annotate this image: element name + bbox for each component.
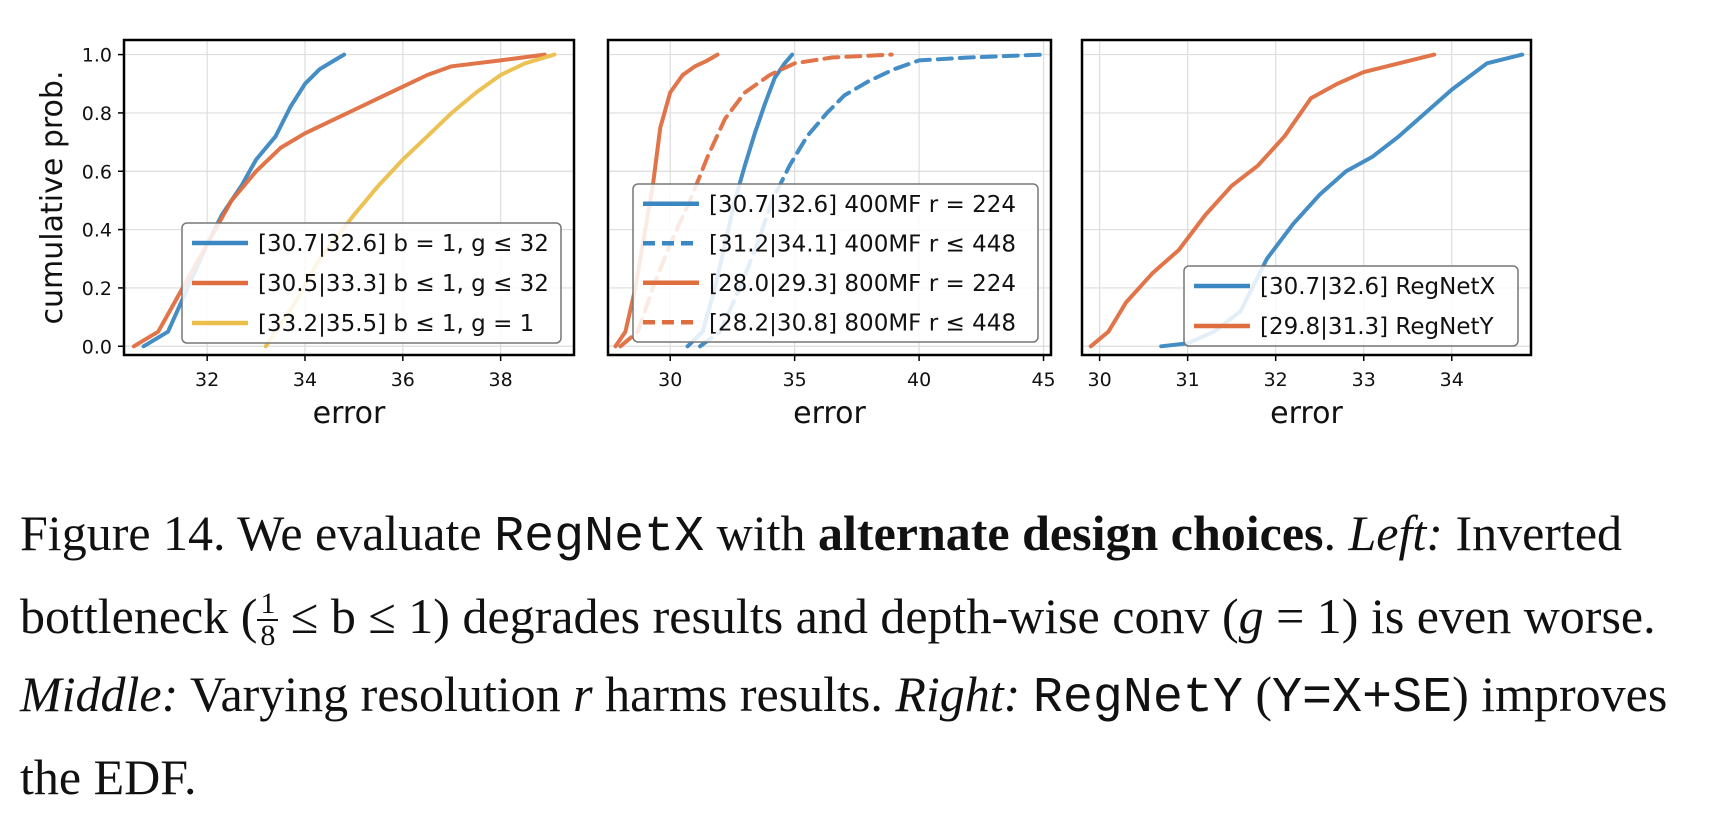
x-tick-label: 36 <box>391 369 415 391</box>
legend-label: [31.2|34.1] 400MF r ≤ 448 <box>709 231 1016 257</box>
legend-label: [29.8|31.3] RegNetY <box>1260 314 1494 340</box>
chart-panel-1: [30.7|32.6] b = 1, g ≤ 32 [30.5|33.3] b ≤… <box>35 38 576 431</box>
caption-frac-num: 1 <box>257 589 279 621</box>
caption-bold: alternate design choices <box>818 505 1324 561</box>
x-tick-label: 32 <box>1264 369 1288 391</box>
x-tick-label: 32 <box>195 369 219 391</box>
chart-panel-3: [30.7|32.6] RegNetX [29.8|31.3] RegNetY 30… <box>1080 38 1533 431</box>
y-tick-label: 0.2 <box>82 278 112 300</box>
x-tick-label: 33 <box>1352 369 1376 391</box>
caption-left-math-2: g <box>1238 588 1264 644</box>
caption-with: with <box>704 505 819 561</box>
plot-frame <box>606 38 1053 357</box>
legend: [30.7|32.6] 400MF r = 224 [31.2|34.1] 400… <box>632 183 1039 343</box>
caption-frac-den: 8 <box>260 619 276 652</box>
x-tick-label: 34 <box>1440 369 1464 391</box>
caption-regnetx: RegNetX <box>494 509 705 566</box>
x-tick-label: 30 <box>658 369 682 391</box>
caption-left-math: ≤ b ≤ 1 <box>278 588 434 644</box>
plot-frame <box>1080 38 1533 357</box>
y-tick-label: 1.0 <box>82 45 112 67</box>
figure-caption: Figure 14. We evaluate RegNetX with alte… <box>20 494 1720 816</box>
legend-label: [33.2|35.5] b ≤ 1, g = 1 <box>258 311 534 337</box>
x-tick-label: 31 <box>1176 369 1200 391</box>
x-tick-label: 34 <box>293 369 317 391</box>
caption-intro: We evaluate <box>225 505 495 561</box>
legend-label: [30.7|32.6] RegNetX <box>1260 274 1495 300</box>
x-tick-label: 45 <box>1031 369 1055 391</box>
legend: [30.7|32.6] b = 1, g ≤ 32 [30.5|33.3] b ≤… <box>181 222 562 344</box>
series-line-2 <box>1088 52 1437 349</box>
legend-box <box>632 183 1039 343</box>
series-line-4 <box>618 52 894 349</box>
caption-left-text-2: ) degrades results and depth-wise conv ( <box>433 588 1239 644</box>
caption-period: . <box>1323 505 1337 561</box>
legend-box <box>181 222 562 344</box>
chart-panel-2: [30.7|32.6] 400MF r = 224 [31.2|34.1] 400… <box>606 38 1056 431</box>
y-tick-label: 0.8 <box>82 103 112 125</box>
legend-label: [30.7|32.6] 400MF r = 224 <box>709 192 1016 218</box>
caption-figure-label: Figure 14. <box>20 505 226 561</box>
caption-right-mono: Y=X+SE <box>1272 670 1453 727</box>
x-tick-label: 30 <box>1088 369 1112 391</box>
caption-middle-r: r <box>573 666 593 722</box>
x-tick-label: 40 <box>907 369 931 391</box>
plot-frame <box>122 38 576 357</box>
legend-box <box>1183 265 1519 347</box>
caption-right-text-1: ( <box>1242 666 1273 722</box>
caption-left-label: Left: <box>1348 505 1443 561</box>
legend-label: [28.0|29.3] 800MF r = 224 <box>709 271 1016 297</box>
caption-regnety: RegNetY <box>1032 670 1243 727</box>
legend-label: [30.7|32.6] b = 1, g ≤ 32 <box>258 231 549 257</box>
x-axis-label: error <box>313 396 386 431</box>
x-tick-label: 38 <box>489 369 513 391</box>
caption-middle-label: Middle: <box>20 666 179 722</box>
y-tick-label: 0.4 <box>82 220 112 242</box>
x-axis-label: error <box>1270 396 1343 431</box>
caption-middle-text: Varying resolution <box>178 666 574 722</box>
caption-middle-text-2: harms results. <box>592 666 896 722</box>
caption-right-text-2: ) improves the EDF. <box>20 666 1668 805</box>
y-axis-label: cumulative prob. <box>35 71 70 325</box>
caption-left-text-3: = 1) is even worse. <box>1263 588 1656 644</box>
legend-label: [30.5|33.3] b ≤ 1, g ≤ 32 <box>258 271 549 297</box>
y-tick-label: 0.6 <box>82 161 112 183</box>
legend-label: [28.2|30.8] 800MF r ≤ 448 <box>709 310 1016 336</box>
legend: [30.7|32.6] RegNetX [29.8|31.3] RegNetY <box>1183 265 1519 347</box>
x-axis-label: error <box>793 396 866 431</box>
caption-right-label: Right: <box>895 666 1021 722</box>
x-tick-label: 35 <box>783 369 807 391</box>
series-line-3 <box>613 52 720 349</box>
y-tick-label: 0.0 <box>82 336 112 358</box>
caption-left-text-1: Inverted bottleneck ( <box>20 505 1623 644</box>
